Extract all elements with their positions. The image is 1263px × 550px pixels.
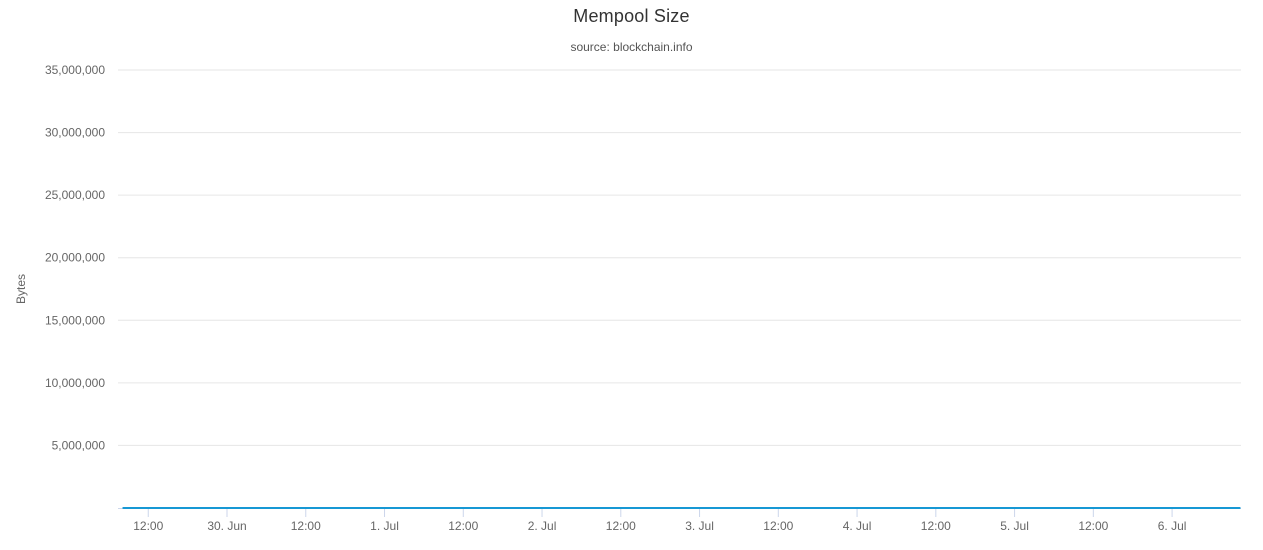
x-axis-tick-label: 12:00 [1078,519,1108,533]
x-axis-tick-label: 12:00 [291,519,321,533]
x-axis-tick-label: 5. Jul [1000,519,1029,533]
y-axis-tick-label: 30,000,000 [45,126,105,140]
x-axis-tick-label: 1. Jul [370,519,399,533]
y-axis-tick-label: 20,000,000 [45,251,105,265]
y-axis-tick-label: 25,000,000 [45,188,105,202]
x-axis-tick-label: 6. Jul [1158,519,1187,533]
x-axis-tick-label: 2. Jul [528,519,557,533]
x-axis-tick-label: 12:00 [606,519,636,533]
plot-area[interactable] [122,70,1241,508]
x-axis-tick-label: 12:00 [133,519,163,533]
y-axis-tick-label: 35,000,000 [45,63,105,77]
x-axis-tick-label: 12:00 [763,519,793,533]
x-axis-tick-label: 12:00 [448,519,478,533]
x-axis-tick-label: 30. Jun [207,519,246,533]
y-axis-tick-label: 10,000,000 [45,376,105,390]
x-axis-tick-label: 4. Jul [843,519,872,533]
y-axis-tick-label: 15,000,000 [45,313,105,327]
x-axis-tick-label: 3. Jul [685,519,714,533]
chart-title: Mempool Size [573,6,690,26]
y-axis-tick-label: 5,000,000 [52,438,106,452]
x-axis-tick-label: 12:00 [921,519,951,533]
y-axis-title: Bytes [14,274,28,304]
chart-subtitle: source: blockchain.info [570,40,693,54]
